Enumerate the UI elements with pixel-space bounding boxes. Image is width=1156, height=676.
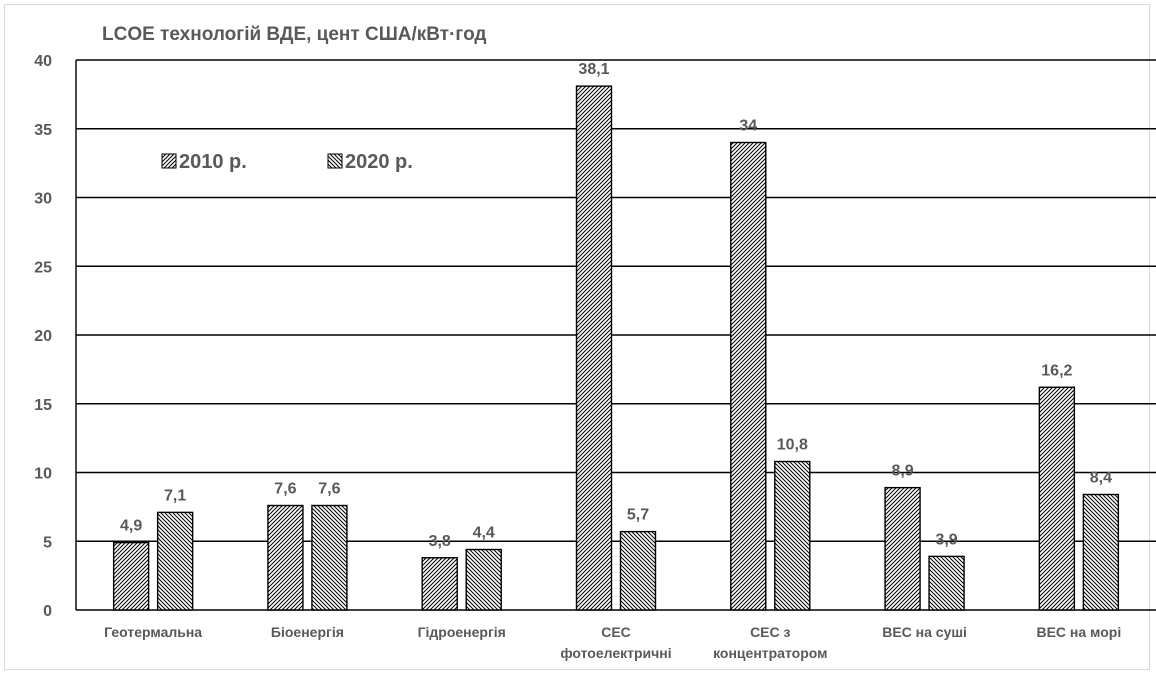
bar-2020 [619,530,657,611]
x-tick-label: Гідроенергія [418,624,506,640]
data-labels: 4,9 7,1 7,6 7,6 3,8 4,4 38,1 5,7 34 10,8 8,9 3,9 16,… [120,61,1112,550]
bar-2010 [575,85,613,611]
bar-2010 [730,141,767,611]
chart-title: LCOE технологій ВДЕ, цент США/кВт·год [102,24,486,45]
data-label: 7,1 [164,487,186,504]
y-tick-label: 25 [34,259,52,276]
data-label: 16,2 [1041,362,1072,379]
bar-2010 [884,486,921,611]
data-label: 7,6 [274,481,296,498]
data-label: 4,4 [473,525,495,542]
bars [112,85,1120,611]
y-tick-label: 30 [34,191,52,208]
bar-2010 [112,541,150,611]
data-label: 7,6 [318,481,340,498]
bar-2010 [267,504,304,611]
bar-2020 [465,548,502,611]
y-tick-label: 10 [34,466,52,483]
data-label: 3,9 [935,531,957,548]
bar-2020 [1082,493,1120,611]
y-tick-label: 15 [34,397,52,414]
legend-label: 2010 р. [179,151,247,173]
x-tick-label: СЕС з [750,624,790,640]
x-tick-label: фотоелектричні [560,645,671,661]
y-tick-label: 40 [34,53,52,70]
legend-swatch [327,153,343,169]
x-tick-label: концентратором [713,645,827,661]
data-label: 5,7 [627,507,649,524]
bar-2010 [1038,386,1076,611]
gridlines [76,59,1156,611]
x-tick-label: ВЕС на морі [1036,624,1121,640]
data-label: 34 [739,118,757,135]
legend-label: 2020 р. [345,151,413,173]
data-label: 3,8 [429,533,451,550]
data-label: 10,8 [777,437,808,454]
data-label: 38,1 [578,61,609,78]
bar-2010 [421,557,458,611]
y-tick-label: 0 [43,603,52,620]
y-axis: 0 5 10 15 20 25 30 35 40 [34,53,77,620]
bar-2020 [156,511,194,611]
data-label: 8,4 [1090,470,1112,487]
legend: 2010 р. 2020 р. [161,151,413,173]
y-tick-label: 5 [43,534,52,551]
y-tick-label: 20 [34,328,52,345]
legend-swatch [161,153,177,169]
bar-2020 [311,504,348,611]
x-tick-label: СЕС [601,624,631,640]
x-tick-label: Геотермальна [104,624,202,640]
y-tick-label: 35 [34,122,52,139]
data-label: 8,9 [891,463,913,480]
x-tick-label: ВЕС на суші [882,624,967,640]
bar-2020 [928,555,965,611]
chart-frame [4,4,1150,670]
x-tick-label: Біоенергія [271,624,344,640]
bar-2020 [774,460,811,611]
data-label: 4,9 [120,518,142,535]
x-axis: Геотермальна Біоенергія Гідроенергія СЕС фот… [104,624,1121,661]
